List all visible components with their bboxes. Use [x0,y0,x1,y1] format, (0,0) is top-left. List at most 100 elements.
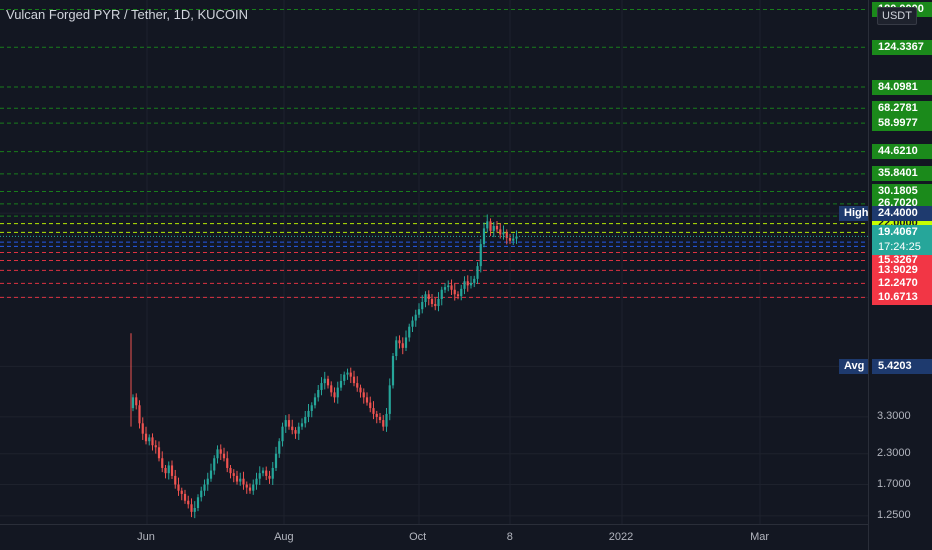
candle-body-75 [375,413,378,417]
candle-body-32 [235,475,239,482]
candle-body-55 [310,405,313,411]
candle-body-73 [369,402,372,409]
chart-title: Vulcan Forged PYR / Tether, 1D, KUCOIN [6,7,249,22]
candle-body-71 [362,392,365,398]
candle-body-74 [372,408,375,414]
candle-body-4 [144,433,148,442]
candle-body-99 [453,289,456,295]
candle-body-2 [138,405,141,424]
level-tag-7: 30.1805 [872,183,932,199]
price-tick-2: 1.7000 [877,477,911,490]
candle-body-79 [388,385,391,414]
candle-body-82 [398,340,401,344]
level-tag-2: 84.0981 [872,79,932,95]
candle-body-14 [177,484,180,491]
candle-body-9 [161,458,164,468]
candle-body-20 [196,497,200,509]
candle-body-91 [427,294,430,300]
candle-body-12 [170,465,174,476]
candle-body-110 [489,221,492,231]
candle-body-114 [502,232,505,235]
candle-body-90 [424,294,427,302]
level-tag-3: 68.2781 [872,100,932,116]
candle-body-24 [209,470,213,479]
candle-body-100 [456,294,460,297]
candle-body-95 [440,289,443,300]
candle-body-31 [232,473,235,476]
candle-body-34 [242,478,245,485]
candle-body-35 [245,484,248,488]
price-tick-0: 3.3000 [877,409,911,422]
candle-body-54 [307,410,310,417]
candle-body-17 [187,500,190,505]
candle-body-68 [352,376,356,384]
candle-body-6 [151,437,154,446]
price-scale[interactable]: 180.0000124.336784.098168.278158.997744.… [868,0,932,550]
candle-body-11 [167,465,170,474]
level-tag-6: 35.8401 [872,166,932,182]
candle-body-67 [349,372,352,377]
level-tag-1: 124.3367 [872,39,932,55]
candle-body-29 [226,458,229,468]
candle-body-18 [190,504,193,512]
candle-body-78 [385,413,388,427]
time-scale[interactable]: Jun Aug Oct 8 2022 Mar [0,524,868,550]
chart-area[interactable]: Vulcan Forged PYR / Tether, 1D, KUCOIN H… [0,0,868,524]
candle-body-105 [473,278,476,283]
candle-body-42 [268,475,271,479]
candle-body-22 [203,484,206,491]
candle-body-36 [248,487,252,491]
candle-body-40 [261,470,265,474]
level-tag-4: 58.9977 [872,115,932,131]
candle-body-8 [157,447,161,459]
time-label-5: Mar [750,531,770,543]
candle-body-5 [148,437,151,442]
avg-value-tag: 5.4203 [872,358,932,374]
candlestick-chart[interactable] [0,0,868,524]
candle-body-94 [437,299,440,307]
candle-body-58 [320,383,323,390]
candle-body-23 [206,478,209,485]
candle-body-37 [252,484,255,491]
level-tag-18: 10.6713 [872,289,932,305]
candle-body-113 [499,229,502,235]
candle-body-87 [414,314,417,321]
candle-body-28 [222,453,226,459]
candle-body-45 [278,441,281,454]
candle-body-104 [469,282,473,286]
candle-body-3 [141,423,144,434]
candle-body-52 [300,423,304,427]
candle-body-48 [287,420,291,427]
candle-body-10 [164,467,167,474]
countdown-tag: 17:24:25 [872,239,932,255]
time-label-2: Oct [409,531,427,543]
candle-body-47 [284,420,287,427]
level-tag-5: 44.6210 [872,144,932,160]
candle-body-13 [174,475,177,485]
candle-body-70 [359,387,362,393]
candle-body-1 [135,397,138,406]
time-label-4: 2022 [608,531,634,543]
candle-body-53 [304,416,307,424]
candle-body-7 [154,445,157,448]
candle-body-62 [333,392,336,398]
candle-body-27 [219,449,222,454]
candle-body-103 [466,281,469,286]
candle-body-26 [216,449,219,459]
candle-body-106 [476,266,479,279]
candle-body-44 [274,453,278,468]
candle-body-56 [313,397,317,406]
candle-body-69 [356,383,359,388]
candle-body-101 [460,288,463,297]
candle-body-51 [297,426,300,434]
price-tick-3: 1.2500 [877,508,911,521]
candle-body-38 [255,478,258,485]
time-label-3: 8 [506,531,513,543]
candle-body-39 [258,473,261,479]
candle-body-21 [200,490,203,498]
time-label-0: Jun [137,531,155,543]
candle-body-84 [404,337,408,348]
currency-unit-badge[interactable]: USDT [877,7,917,25]
candle-body-76 [378,416,382,421]
time-label-1: Aug [274,531,294,543]
